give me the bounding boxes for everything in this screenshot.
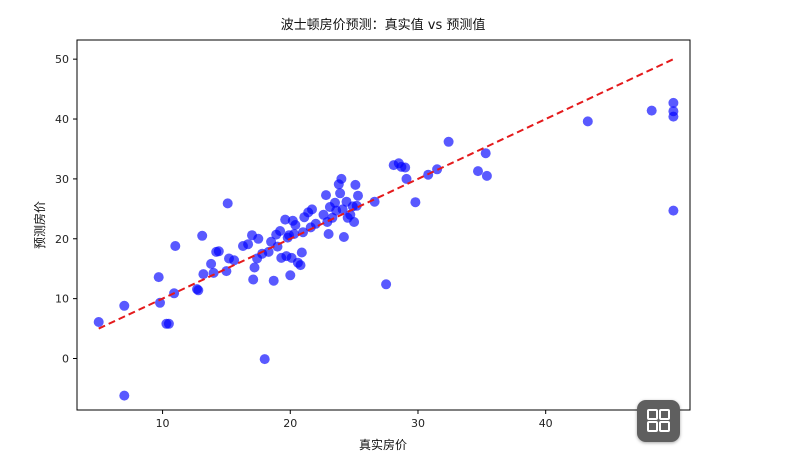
x-tick-label: 30 <box>411 417 425 430</box>
data-point <box>338 232 349 242</box>
data-point <box>275 226 286 236</box>
data-point <box>249 262 260 273</box>
data-point <box>321 190 331 201</box>
data-point <box>285 270 296 281</box>
y-tick-label: 40 <box>55 113 69 126</box>
x-axis: 10 20 30 40 <box>156 410 553 430</box>
data-point <box>155 297 165 308</box>
data-point <box>410 197 421 208</box>
x-tick-label: 20 <box>283 417 297 430</box>
data-point <box>222 198 233 209</box>
data-point <box>213 246 224 257</box>
data-point <box>243 239 254 250</box>
data-point <box>443 136 454 147</box>
data-point <box>170 241 181 251</box>
y-tick-label: 50 <box>55 53 69 66</box>
data-point <box>263 246 274 257</box>
data-point <box>248 274 259 285</box>
x-tick-label: 40 <box>539 417 553 430</box>
data-point <box>119 390 130 401</box>
data-point <box>330 197 340 208</box>
data-point <box>350 179 361 190</box>
data-point <box>307 204 317 215</box>
y-tick-label: 30 <box>55 173 69 186</box>
y-axis-label: 预测房价 <box>32 201 47 249</box>
data-point <box>582 116 593 127</box>
y-axis: 0 10 20 30 40 50 <box>55 53 77 366</box>
data-point <box>229 255 240 266</box>
data-point <box>163 318 174 329</box>
data-point <box>481 170 492 181</box>
data-point <box>289 229 300 239</box>
data-point <box>323 229 334 239</box>
plot-frame <box>76 39 691 411</box>
data-point <box>296 247 307 258</box>
y-tick-label: 20 <box>55 233 69 246</box>
data-point <box>668 97 679 108</box>
data-point <box>353 190 363 201</box>
x-axis-label: 真实房价 <box>359 437 407 452</box>
data-point <box>280 214 291 225</box>
x-tick-label: 10 <box>156 417 170 430</box>
data-point <box>480 148 491 159</box>
data-point <box>197 230 208 241</box>
data-point <box>668 205 679 216</box>
data-point <box>93 317 104 327</box>
y-tick-label: 10 <box>55 293 69 306</box>
data-point <box>295 260 306 271</box>
data-point <box>206 258 217 269</box>
data-point <box>268 275 279 286</box>
data-point <box>259 354 270 365</box>
data-point <box>337 204 348 215</box>
data-point <box>193 285 204 296</box>
data-point <box>401 173 412 184</box>
data-point <box>310 218 321 229</box>
data-point <box>473 166 483 177</box>
data-point <box>668 111 679 122</box>
data-point <box>119 300 130 311</box>
chart-title: 波士顿房价预测：真实值 vs 预测值 <box>281 17 486 33</box>
data-point <box>198 269 209 280</box>
data-point <box>351 200 362 211</box>
data-point <box>381 279 392 290</box>
data-point <box>336 173 347 184</box>
data-point <box>290 220 301 230</box>
data-point <box>349 217 360 227</box>
data-point <box>400 162 411 173</box>
plot-area <box>93 58 679 401</box>
data-point <box>335 188 346 199</box>
data-point <box>646 105 657 116</box>
grid-view-button[interactable] <box>637 400 680 442</box>
data-point <box>253 233 264 244</box>
y-tick-label: 0 <box>62 353 69 366</box>
data-point <box>153 272 164 283</box>
data-point <box>369 196 380 207</box>
reference-line <box>98 58 674 330</box>
